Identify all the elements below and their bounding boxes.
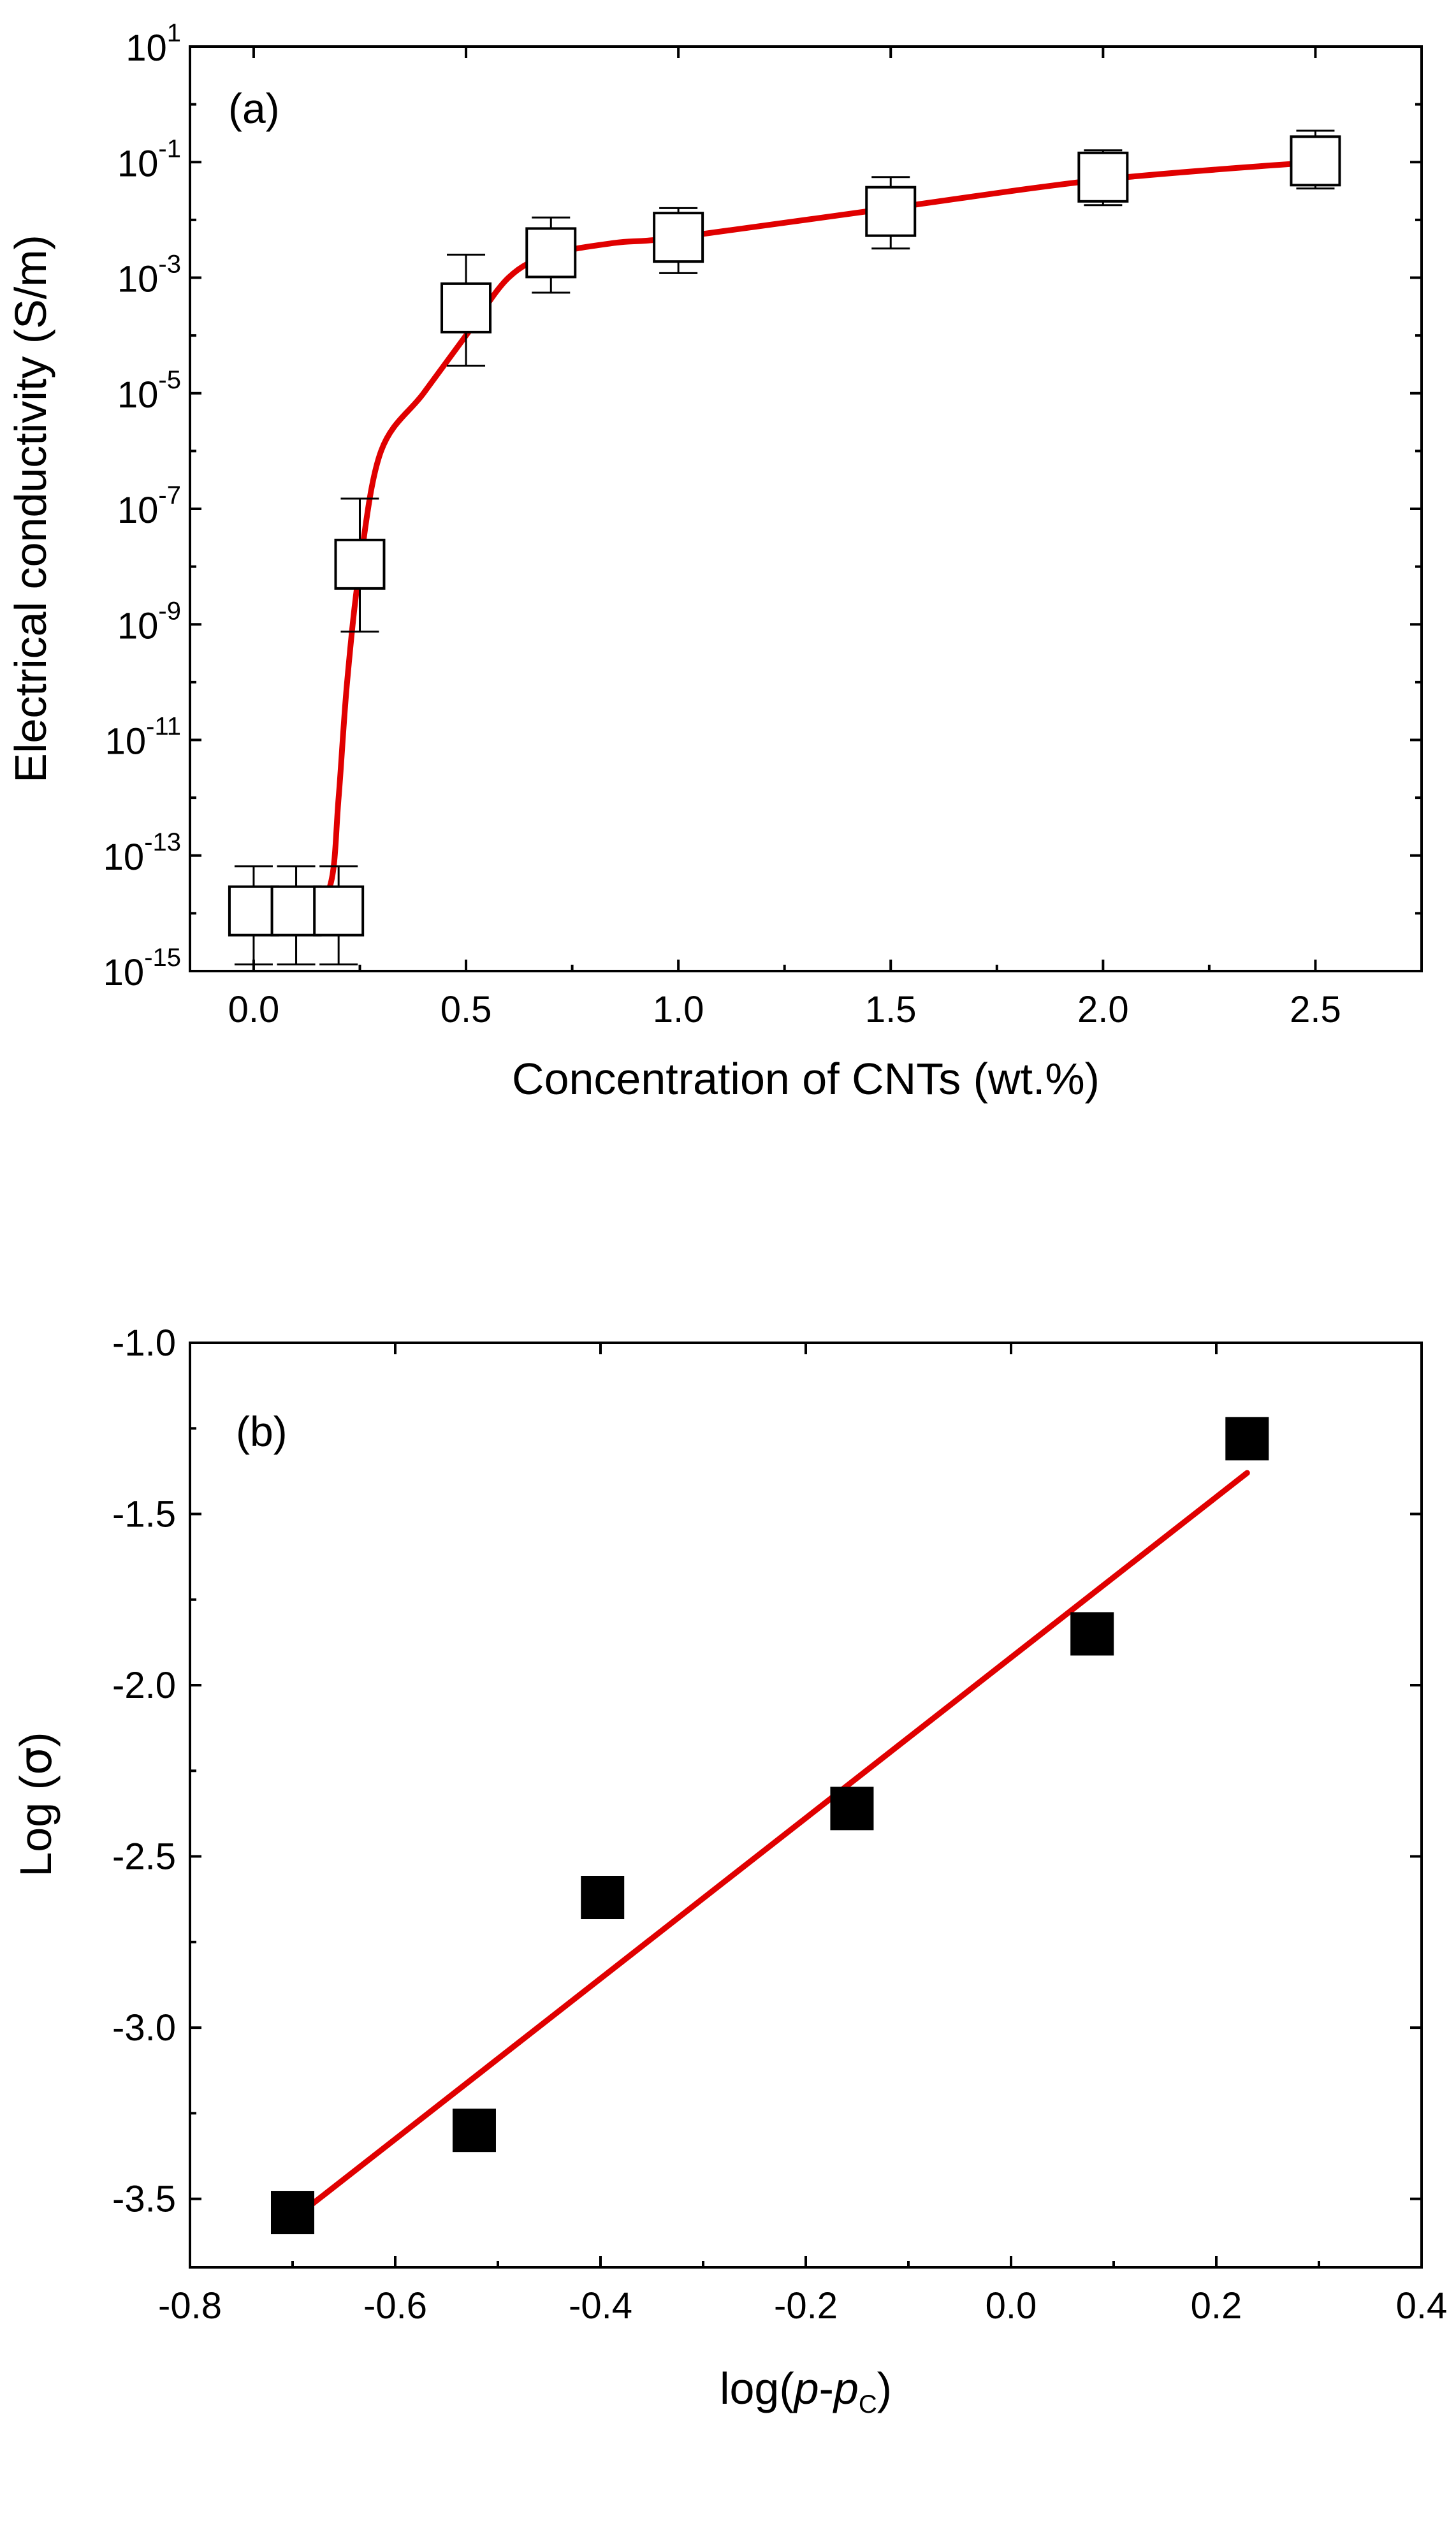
y-tick-label-a: 10-9 (117, 597, 181, 647)
data-point-marker (271, 2191, 314, 2235)
data-markers-a (228, 135, 1341, 937)
data-point-marker (1070, 1612, 1114, 1656)
y-tick-label-a: 10-3 (117, 251, 181, 300)
y-tick-label-b: -1.5 (112, 1494, 176, 1535)
panel-label-b: (b) (236, 1408, 288, 1455)
x-tick-label-b: -0.2 (774, 2285, 838, 2327)
y-tick-labels-b: -1.0 -1.5 -2.0 -2.5 -3.0 -3.5 (112, 1322, 176, 2220)
data-point-marker (228, 885, 279, 937)
x-tick-label-a: 1.5 (865, 989, 917, 1030)
data-point-marker (1290, 135, 1341, 187)
data-point-marker (653, 212, 704, 263)
plot-frame-a (189, 45, 1423, 972)
y-tick-label-b: -3.0 (112, 2007, 176, 2049)
panel-label-a: (a) (228, 85, 280, 132)
x-tick-label-a: 0.5 (440, 989, 492, 1030)
y-tick-labels-a: 101 10-1 10-3 10-5 10-7 10-9 10-11 10-13 10-15 (103, 19, 181, 993)
x-tick-label-a: 0.0 (228, 989, 280, 1030)
data-point-marker (313, 885, 365, 937)
data-point-marker (334, 538, 386, 590)
x-tick-labels-b: -0.8 -0.6 -0.4 -0.2 0.0 0.2 0.4 (158, 2285, 1447, 2327)
data-point-marker (830, 1787, 874, 1831)
data-point-marker (452, 2109, 496, 2153)
axis-ticks-b (189, 1342, 1423, 2267)
error-bars-a (234, 129, 1335, 966)
chart-panel-a: 0.0 0.5 1.0 1.5 2.0 2.5 10110-110-310-510-710… (6, 19, 1423, 1104)
fit-curve-path-a (251, 159, 1318, 919)
x-tick-label-a: 2.0 (1077, 989, 1129, 1030)
x-tick-label-a: 2.5 (1290, 989, 1341, 1030)
x-tick-label-b: 0.0 (986, 2285, 1037, 2327)
data-point-marker (1225, 1417, 1269, 1461)
data-markers-b (271, 1417, 1269, 2235)
y-tick-label-a: 10-11 (105, 713, 181, 763)
y-tick-label-a: 101 (126, 19, 181, 69)
x-tick-labels-a: 0.0 0.5 1.0 1.5 2.0 2.5 (228, 989, 1341, 1030)
x-tick-label-a: 1.0 (653, 989, 704, 1030)
fit-curve-a (251, 159, 1318, 919)
data-point-marker (270, 885, 322, 937)
y-tick-label-a: 10-5 (117, 366, 181, 416)
data-point-marker (440, 282, 492, 333)
x-tick-label-b: -0.6 (363, 2285, 427, 2327)
data-point-marker (865, 186, 917, 237)
x-tick-label-b: 0.4 (1396, 2285, 1448, 2327)
y-tick-label-b: -2.0 (112, 1665, 176, 1706)
y-tick-label-b: -1.0 (112, 1322, 176, 1364)
x-axis-title-a: Concentration of CNTs (wt.%) (512, 1054, 1100, 1104)
y-axis-title-b: Log (σ) (10, 1732, 62, 1876)
y-tick-label-b: -3.5 (112, 2179, 176, 2220)
y-axis-title-a: Electrical conductivity (S/m) (6, 235, 55, 783)
data-point-marker (1077, 151, 1129, 203)
data-point-marker (525, 227, 577, 279)
y-tick-label-a: 10-15 (103, 944, 181, 993)
y-tick-label-a: 10-7 (117, 481, 181, 531)
chart-panel-b: -0.8 -0.6 -0.4 -0.2 0.0 0.2 0.4 -1.0 -1.5 -2.0 -2… (10, 1322, 1447, 2418)
y-tick-label-a: 10-1 (117, 135, 181, 184)
x-tick-label-b: -0.8 (158, 2285, 222, 2327)
x-tick-label-b: 0.2 (1191, 2285, 1242, 2327)
y-tick-label-a: 10-13 (103, 828, 181, 878)
fit-line-path-b (289, 1470, 1250, 2223)
y-tick-label-b: -2.5 (112, 1836, 176, 1878)
fit-line-b (289, 1470, 1250, 2223)
x-tick-label-b: -0.4 (569, 2285, 632, 2327)
data-point-marker (581, 1876, 625, 1919)
axis-ticks-a (190, 45, 1422, 972)
x-axis-title-b: log(p-pC) (720, 2364, 892, 2418)
